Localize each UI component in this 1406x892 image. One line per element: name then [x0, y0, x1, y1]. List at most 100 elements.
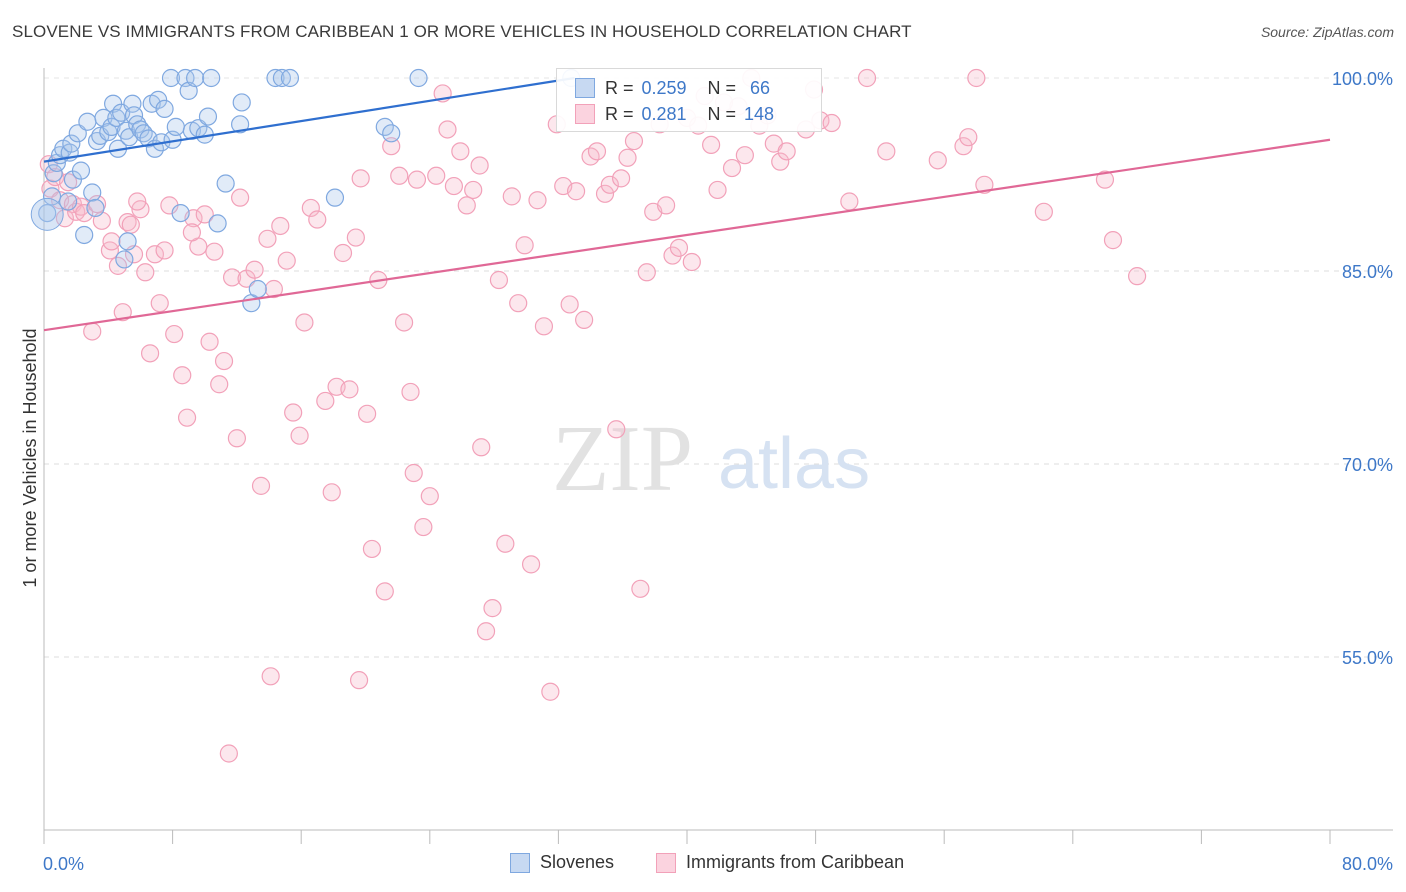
- caribbean-point: [219, 744, 238, 763]
- slovene-point: [44, 164, 63, 183]
- grid-lines: [44, 77, 1393, 658]
- caribbean-point: [136, 263, 155, 282]
- caribbean-point: [316, 391, 335, 411]
- caribbean-point: [41, 179, 60, 198]
- caribbean-point: [362, 539, 382, 559]
- caribbean-point: [600, 175, 619, 194]
- caribbean-point: [83, 322, 102, 341]
- slovene-point: [38, 204, 57, 223]
- slovene-point: [107, 108, 126, 127]
- y-axis-title: 1 or more Vehicles in Household: [20, 328, 40, 587]
- caribbean-point: [349, 671, 369, 690]
- caribbean-point: [258, 229, 277, 248]
- slovene-point: [78, 112, 97, 131]
- slovenes-trend-line: [43, 76, 575, 163]
- caribbean-point: [959, 128, 978, 147]
- caribbean-point: [222, 268, 242, 287]
- slovene-point: [248, 279, 267, 299]
- trend-lines: [43, 76, 1331, 332]
- caribbean-point: [358, 404, 377, 423]
- caribbean-point: [182, 223, 201, 242]
- caribbean-point: [261, 667, 280, 686]
- caribbean-point: [877, 142, 896, 161]
- y-tick-labels: 100.0% 85.0% 70.0% 55.0%: [1332, 69, 1393, 668]
- caribbean-point: [340, 380, 359, 399]
- caribbean-point: [351, 169, 370, 188]
- caribbean-point: [967, 68, 986, 88]
- caribbean-point: [496, 534, 515, 553]
- stats-row-slovenes: R = 0.259 N = 66: [575, 76, 770, 100]
- caribbean-point: [200, 332, 219, 351]
- watermark-zip: ZIP: [552, 407, 693, 511]
- caribbean-point: [75, 204, 94, 223]
- caribbean-point: [414, 517, 433, 537]
- slovene-point: [202, 68, 221, 88]
- legend-item-slovenes: Slovenes: [510, 852, 614, 873]
- caribbean-point: [100, 241, 120, 260]
- caribbean-point: [346, 228, 365, 247]
- caribbean-point: [560, 295, 579, 314]
- caribbean-point: [264, 279, 283, 299]
- slovene-point: [231, 115, 250, 134]
- slovenes-legend-swatch: [510, 852, 530, 873]
- caribbean-point: [375, 582, 394, 601]
- caribbean-point: [541, 682, 560, 701]
- caribbean-point: [295, 313, 314, 332]
- slovene-point: [171, 204, 190, 223]
- caribbean-point: [401, 382, 420, 402]
- caribbean-point: [438, 120, 457, 139]
- caribbean-point: [451, 142, 470, 161]
- x-min-label: 0.0%: [43, 854, 84, 874]
- caribbean-trend-line: [43, 138, 1331, 332]
- caribbean-point: [251, 476, 271, 495]
- caribbean-point: [227, 429, 246, 448]
- slovene-point: [155, 99, 174, 118]
- caribbean-point: [322, 483, 341, 502]
- slovene-point: [134, 124, 153, 143]
- slovene-point: [62, 134, 81, 153]
- caribbean-legend-swatch: [656, 852, 676, 873]
- slovene-point: [382, 124, 401, 143]
- caribbean-point: [857, 68, 877, 88]
- caribbean-swatch: [575, 104, 595, 124]
- caribbean-point: [631, 579, 650, 598]
- caribbean-point: [722, 158, 742, 178]
- caribbean-point: [420, 487, 439, 506]
- slovene-point: [216, 174, 235, 193]
- caribbean-point: [145, 245, 165, 264]
- caribbean-point: [566, 182, 586, 201]
- caribbean-point: [427, 166, 446, 185]
- slovene-point: [161, 68, 181, 88]
- caribbean-point: [502, 187, 521, 206]
- slovene-point: [68, 124, 87, 143]
- caribbean-point: [521, 555, 541, 574]
- y-tick-label: 70.0%: [1342, 455, 1393, 475]
- caribbean-point: [457, 196, 476, 215]
- caribbean-point: [128, 192, 147, 211]
- slovene-point: [232, 93, 251, 112]
- caribbean-point: [1127, 267, 1147, 286]
- caribbean-point: [928, 151, 947, 170]
- caribbean-point: [210, 375, 229, 394]
- caribbean-point: [515, 236, 534, 255]
- slovene-point: [166, 117, 185, 136]
- slovene-point: [86, 198, 105, 218]
- caribbean-point: [390, 166, 409, 185]
- caribbean-point: [840, 192, 859, 211]
- slovene-point: [325, 188, 345, 207]
- slovene-point: [409, 68, 428, 88]
- caribbean-point: [975, 175, 994, 194]
- legend-item-caribbean: Immigrants from Caribbean: [656, 852, 904, 873]
- legend-label-slovenes: Slovenes: [540, 852, 615, 872]
- caribbean-point: [444, 176, 464, 196]
- caribbean-point: [118, 213, 137, 232]
- slovenes-swatch: [575, 78, 595, 98]
- slovene-point: [280, 68, 300, 88]
- source-label: Source: ZipAtlas.com: [1260, 24, 1394, 40]
- y-tick-label: 100.0%: [1332, 69, 1393, 89]
- caribbean-point: [195, 205, 214, 224]
- slovene-point-large: [30, 197, 64, 231]
- slovene-point: [83, 183, 102, 202]
- slovene-point: [71, 161, 91, 180]
